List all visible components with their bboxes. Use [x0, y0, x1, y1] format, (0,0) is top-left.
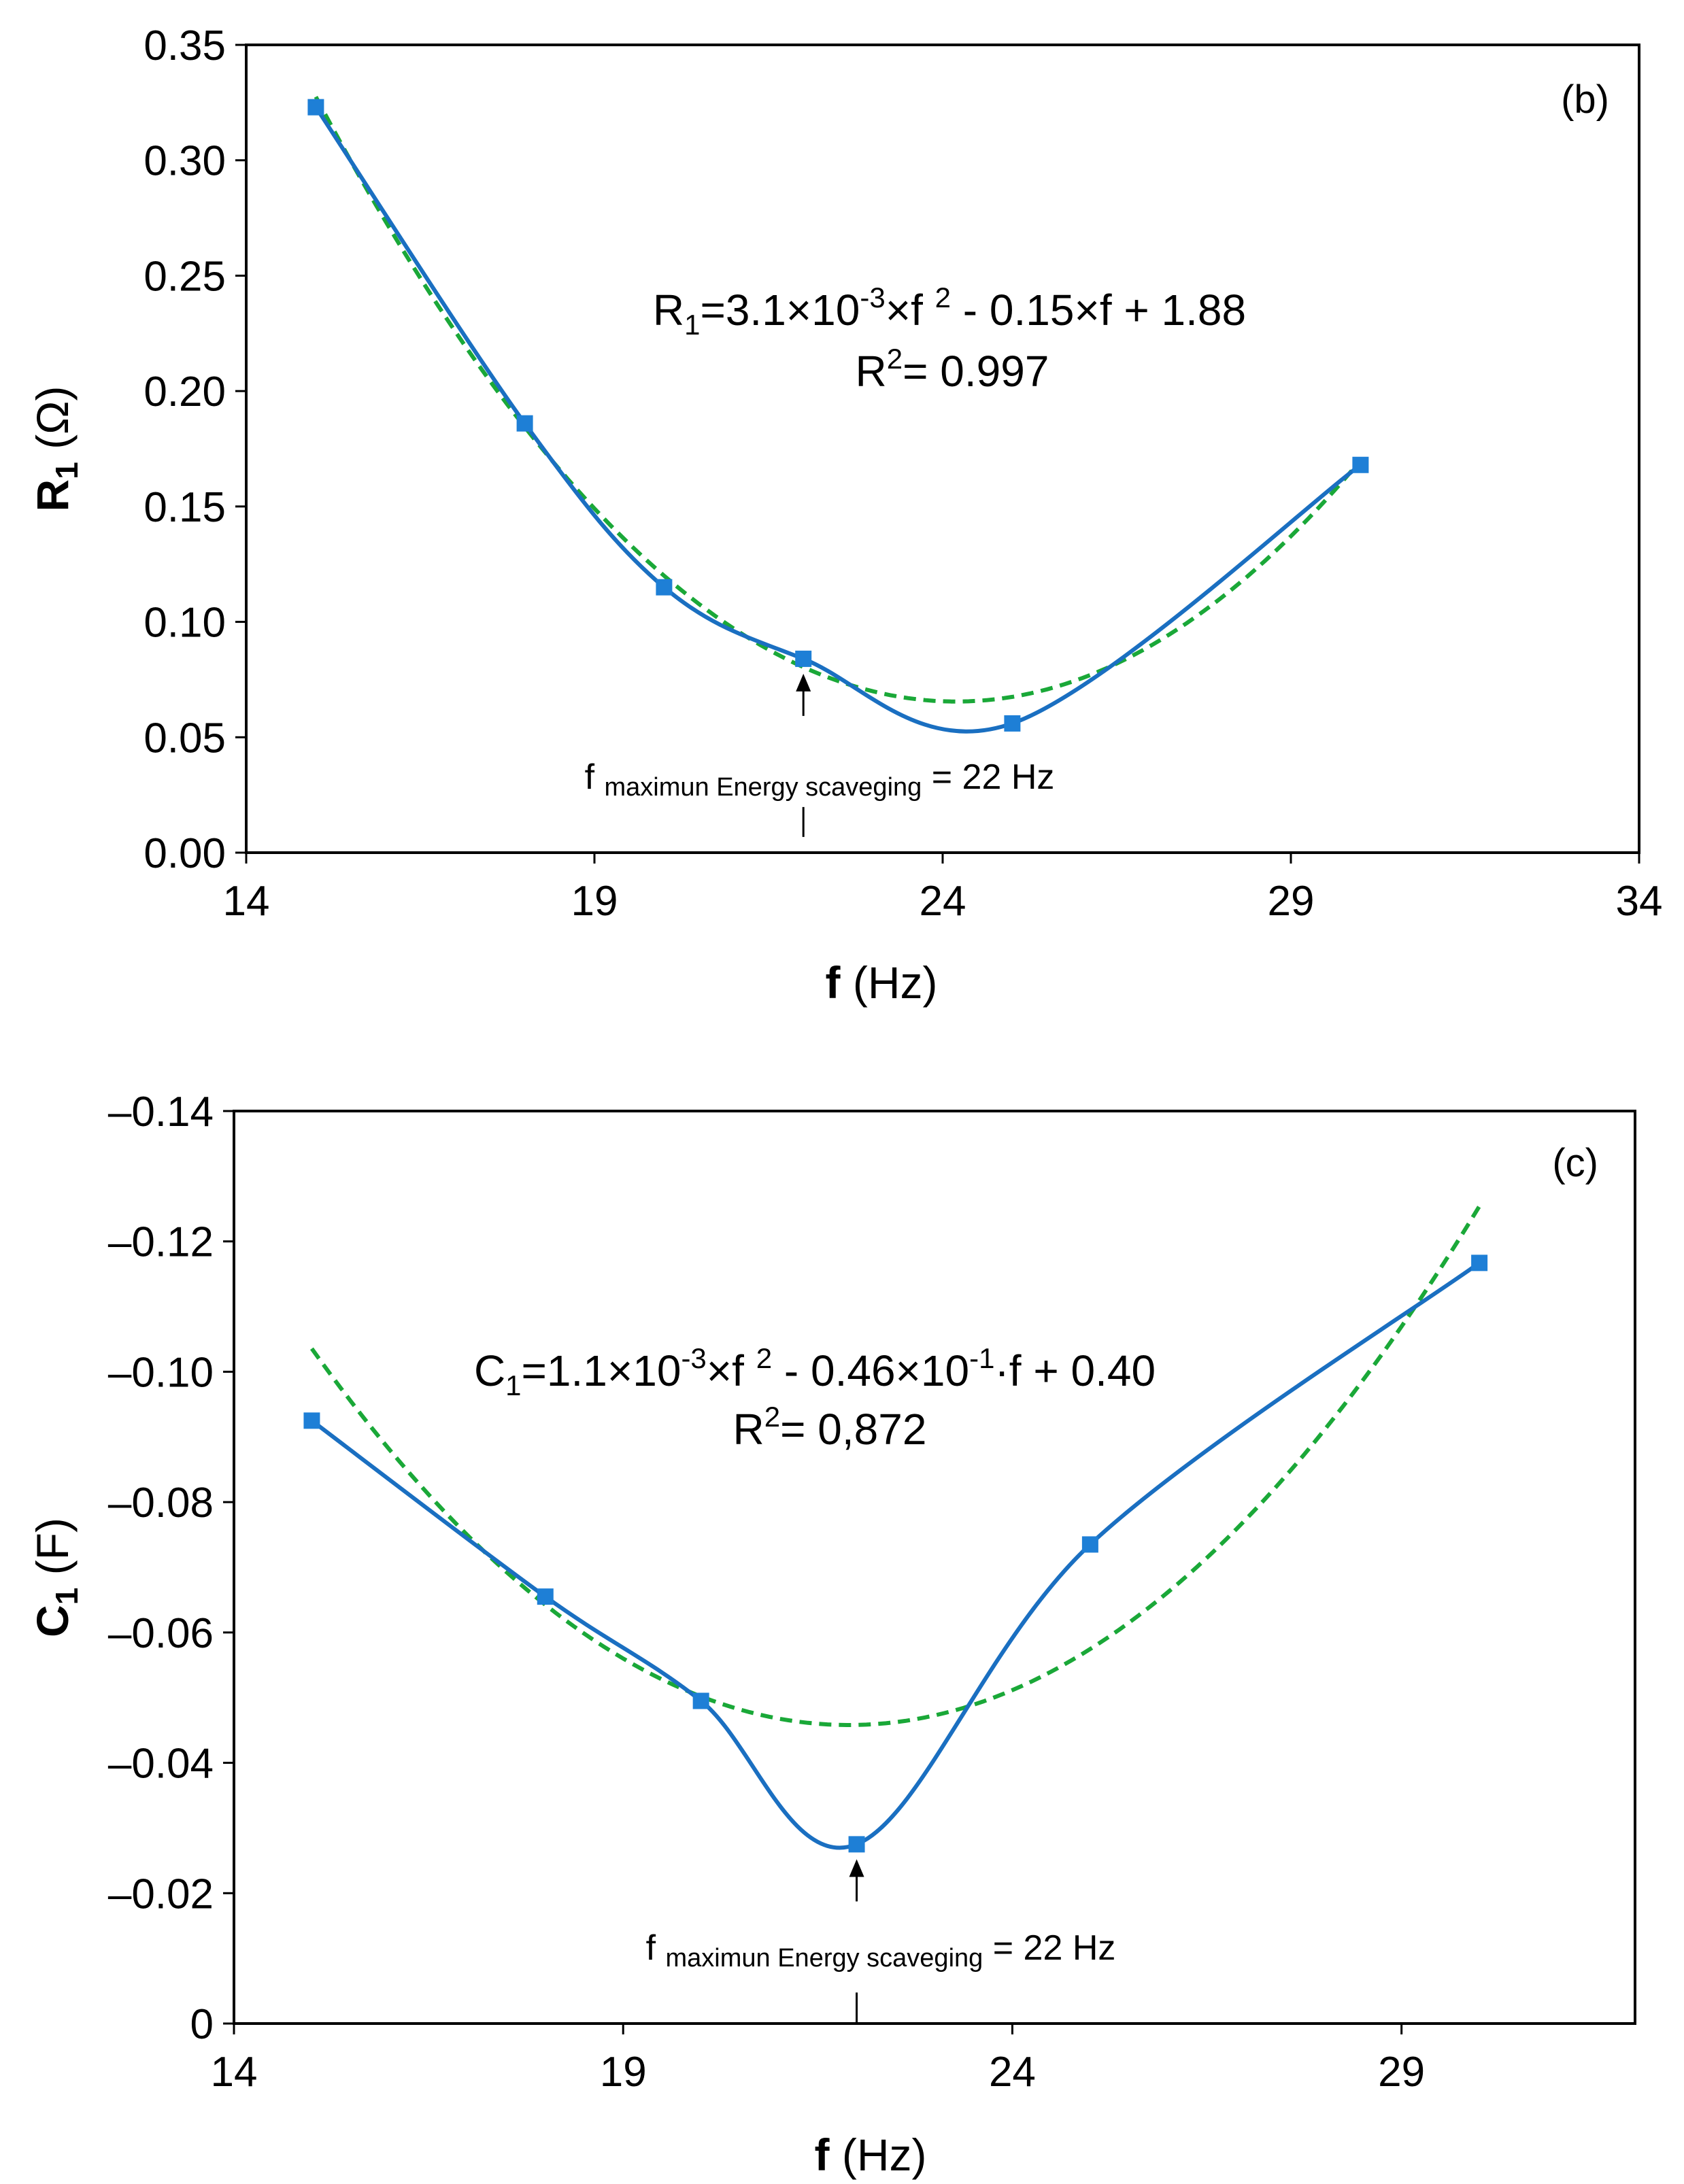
- c-data-point: [303, 1412, 320, 1429]
- panel-b-plot-frame: [245, 44, 1640, 854]
- c-y-tick-label: 0: [190, 2001, 214, 2048]
- panel-b-annotation-text: f maximun Energy scaveging = 22 Hz: [585, 757, 1055, 802]
- c-data-point: [1471, 1255, 1488, 1272]
- panel-c-annotation-text: f maximun Energy scaveging = 22 Hz: [646, 1928, 1116, 1973]
- c-x-tick-label: 19: [600, 2049, 647, 2096]
- c-data-point: [1081, 1536, 1098, 1553]
- b-y-tick-label: 0.25: [144, 253, 226, 300]
- c-y-tick-label: –0.06: [108, 1610, 214, 1657]
- b-data-point: [795, 650, 812, 667]
- b-x-tick-label: 34: [1616, 878, 1663, 925]
- panel-c-x-axis-title: f (Hz): [815, 2130, 927, 2180]
- c-y-tick-label: –0.14: [108, 1089, 214, 1136]
- b-data-point: [1004, 715, 1021, 732]
- panel-b-x-ticks: 14 19 24 29 34: [223, 853, 1663, 925]
- panel-b-fit-series: [314, 95, 1362, 704]
- c-y-tick-label: –0.04: [108, 1741, 214, 1788]
- panel-c-x-ticks: 14 19 24 29: [211, 2024, 1425, 2096]
- c-fit-line: [309, 1205, 1481, 1728]
- b-measured-line: [314, 105, 1362, 734]
- b-x-tick-label: 19: [571, 878, 618, 925]
- b-data-point: [656, 579, 673, 596]
- c-measured-line: [310, 1261, 1481, 1850]
- panel-b-annotation-arrow: [796, 673, 811, 837]
- c-x-tick-label: 14: [211, 2049, 258, 2096]
- panel-c-equation: C1=1.1×10-3×f 2 - 0.46×10-1·f + 0.40: [474, 1342, 1156, 1401]
- panel-c-r-squared: R2= 0,872: [733, 1401, 927, 1454]
- b-x-tick-label: 24: [920, 878, 966, 925]
- b-data-point: [1352, 456, 1369, 473]
- b-y-tick-label: 0.00: [144, 830, 226, 877]
- c-y-tick-label: –0.10: [108, 1349, 214, 1396]
- panel-b-y-axis-title: R1 (Ω): [27, 386, 84, 512]
- panel-b-measured-series: [307, 99, 1369, 734]
- b-y-tick-label: 0.30: [144, 138, 226, 185]
- b-fit-line: [314, 95, 1362, 704]
- b-y-tick-label: 0.10: [144, 600, 226, 647]
- c-data-point: [537, 1588, 554, 1605]
- c-data-point: [848, 1836, 865, 1853]
- b-data-point: [307, 99, 324, 116]
- panel-c-chart: 0–0.02–0.04–0.06–0.08–0.10–0.12–0.14 14 1…: [27, 1089, 1636, 2180]
- c-x-tick-label: 24: [989, 2049, 1036, 2096]
- panel-c-plot-frame: [233, 1110, 1636, 2025]
- b-y-tick-label: 0.20: [144, 369, 226, 415]
- b-data-point: [516, 415, 533, 432]
- b-x-tick-label: 14: [223, 878, 270, 925]
- panel-c-label: (c): [1552, 1141, 1598, 1185]
- panel-b-r-squared: R2= 0.997: [856, 343, 1049, 396]
- b-arrow-head: [796, 673, 811, 692]
- panel-c-y-axis-title: C1 (F): [27, 1518, 84, 1637]
- panel-b-label: (b): [1561, 78, 1609, 122]
- b-y-tick-label: 0.05: [144, 715, 226, 762]
- c-x-tick-label: 29: [1378, 2049, 1425, 2096]
- b-y-tick-label: 0.35: [144, 22, 226, 69]
- panel-b-equation: R1=3.1×10-3×f 2 - 0.15×f + 1.88: [653, 281, 1246, 341]
- panel-c-fit-series: [309, 1205, 1481, 1728]
- b-x-tick-label: 29: [1268, 878, 1315, 925]
- panel-b-x-axis-title: f (Hz): [826, 957, 938, 1008]
- b-y-tick-label: 0.15: [144, 484, 226, 531]
- panel-b-y-ticks: 0.00 0.05 0.10 0.15 0.20 0.25 0.30 0.35: [144, 22, 246, 877]
- c-y-tick-label: –0.12: [108, 1219, 214, 1266]
- c-data-point: [692, 1692, 709, 1709]
- c-y-tick-label: –0.08: [108, 1480, 214, 1526]
- c-y-tick-label: –0.02: [108, 1871, 214, 1917]
- panel-c-measured-series: [303, 1255, 1488, 1853]
- c-arrow-head: [849, 1859, 864, 1877]
- panel-c-annotation-arrow: [849, 1859, 864, 2023]
- panel-b-chart: 0.00 0.05 0.10 0.15 0.20 0.25 0.30 0.35 14 19 24 2…: [27, 22, 1662, 1008]
- panel-c-y-ticks: 0 –0.02 –0.04 –0.06 –0.08 –0.10 –0.12 –0.14: [108, 1089, 234, 2048]
